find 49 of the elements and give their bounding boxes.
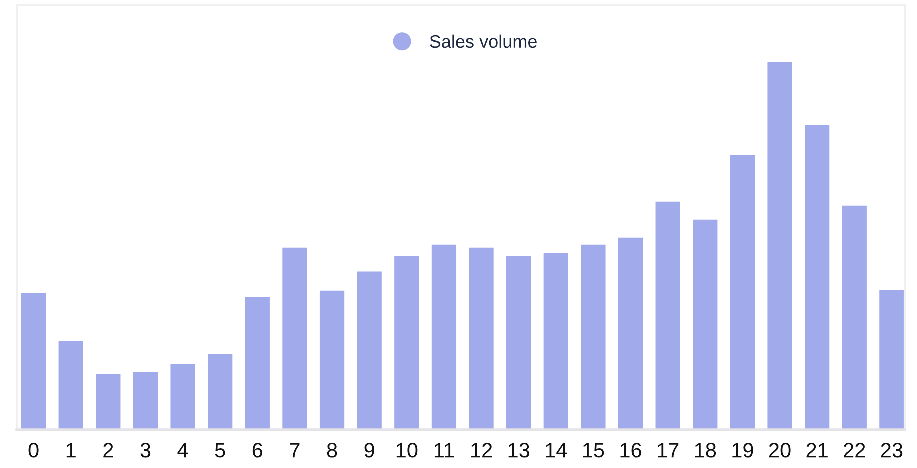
bar bbox=[544, 253, 568, 430]
bar bbox=[805, 124, 830, 430]
bar bbox=[133, 372, 158, 430]
bar bbox=[730, 155, 756, 430]
x-tick-label: 12 bbox=[472, 443, 492, 458]
x-tick-label: 22 bbox=[844, 443, 866, 458]
x-tick-label: 7 bbox=[290, 443, 300, 458]
x-tick-label: 16 bbox=[620, 443, 642, 458]
bar bbox=[581, 244, 606, 430]
bar bbox=[357, 272, 382, 430]
bar bbox=[282, 248, 308, 430]
x-tick-label: 8 bbox=[327, 443, 338, 458]
bar bbox=[768, 62, 792, 430]
bar bbox=[245, 297, 270, 430]
x-tick-label: 6 bbox=[252, 443, 263, 458]
x-tick-label: 18 bbox=[695, 443, 716, 458]
x-tick-label: 20 bbox=[769, 443, 791, 458]
bar bbox=[506, 256, 532, 430]
x-tick-label: 10 bbox=[396, 443, 418, 458]
bar bbox=[618, 238, 644, 430]
bar bbox=[96, 374, 121, 430]
x-tick-label: 3 bbox=[140, 443, 151, 458]
x-tick-label: 19 bbox=[732, 443, 754, 458]
bar bbox=[208, 354, 233, 430]
x-tick-label: 13 bbox=[508, 443, 530, 458]
x-tick-label: 14 bbox=[546, 443, 568, 458]
bar bbox=[880, 290, 904, 430]
bar bbox=[170, 364, 196, 430]
x-tick-label: 17 bbox=[658, 443, 679, 458]
bar bbox=[394, 256, 420, 430]
bar bbox=[842, 206, 867, 430]
bar bbox=[320, 290, 345, 430]
x-tick-label: 1 bbox=[66, 443, 76, 458]
x-tick-label: 23 bbox=[881, 443, 903, 458]
bar bbox=[656, 202, 680, 430]
x-tick-label: 11 bbox=[434, 443, 454, 458]
x-tick-label: 0 bbox=[28, 443, 39, 458]
bar bbox=[58, 340, 84, 430]
x-tick-label: 5 bbox=[215, 443, 226, 458]
bar bbox=[432, 244, 457, 430]
bar bbox=[693, 220, 718, 430]
x-tick-label: 21 bbox=[806, 443, 828, 458]
legend-label: Sales volume bbox=[430, 34, 537, 48]
x-tick-label: 15 bbox=[583, 443, 604, 458]
bar bbox=[21, 293, 46, 430]
x-tick-label: 9 bbox=[364, 443, 374, 458]
x-tick-label: 2 bbox=[104, 443, 114, 458]
x-tick-label: 4 bbox=[178, 443, 188, 458]
bar bbox=[469, 248, 494, 430]
